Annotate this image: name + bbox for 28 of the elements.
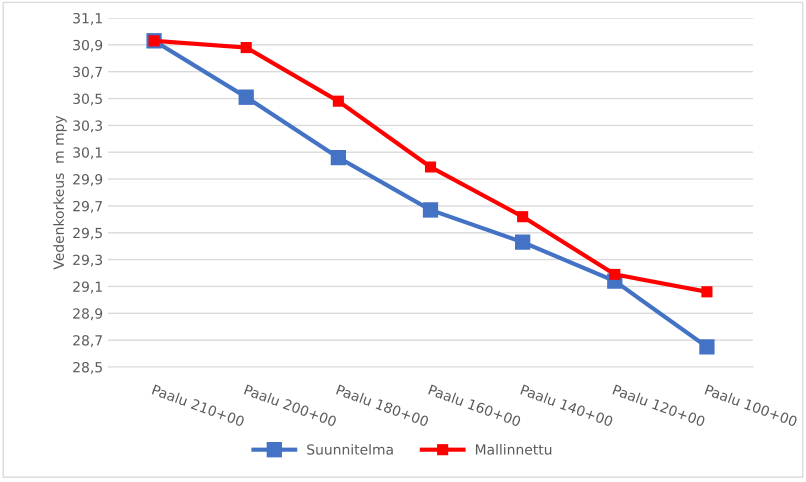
y-tick-label: 28,7 xyxy=(73,335,102,348)
y-tick-label: 29,7 xyxy=(73,200,102,213)
point xyxy=(699,339,715,355)
point xyxy=(332,96,344,107)
y-tick-label: 29,1 xyxy=(73,281,102,294)
y-tick-label: 30,1 xyxy=(73,147,102,160)
y-tick-label: 31,1 xyxy=(73,12,102,25)
y-tick-label: 29,5 xyxy=(73,228,102,240)
point xyxy=(515,234,530,250)
y-tick-label: 30,9 xyxy=(73,40,102,52)
legend-label: Mallinnettu xyxy=(476,444,552,455)
point xyxy=(517,211,528,222)
point xyxy=(330,150,346,166)
y-tick-label: 29,9 xyxy=(73,174,102,186)
y-tick-label: 28,5 xyxy=(73,362,102,374)
point xyxy=(238,90,254,105)
y-tick-label: 30,5 xyxy=(73,94,102,106)
y-tick-label: 30,3 xyxy=(73,120,102,132)
point xyxy=(609,268,620,280)
y-axis-title: Vedenkorkeus m mpy xyxy=(53,116,67,270)
legend-label: Suunnitelma xyxy=(307,444,393,455)
point xyxy=(701,286,712,298)
y-tick-label: 30,7 xyxy=(73,66,102,79)
point xyxy=(422,202,438,218)
point xyxy=(424,161,436,173)
point xyxy=(240,42,252,54)
y-tick-label: 29,3 xyxy=(73,254,102,267)
y-tick-label: 28,9 xyxy=(73,308,102,320)
